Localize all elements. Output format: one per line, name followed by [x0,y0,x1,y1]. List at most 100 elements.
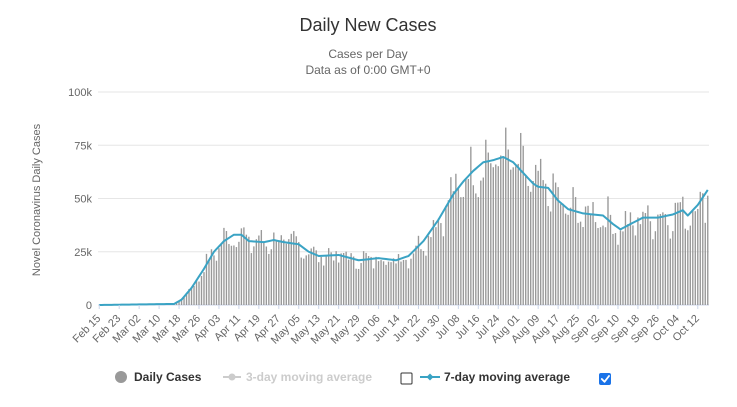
daily-bar [283,239,285,305]
daily-bar [342,252,345,305]
daily-bar [295,236,297,305]
daily-bar [539,158,542,305]
daily-bar [178,301,180,305]
legend-item-7-day-moving-average[interactable]: 7-day moving average [420,370,611,385]
daily-bar [704,222,706,305]
daily-bar [372,268,375,305]
legend-label-daily-cases: Daily Cases [134,370,202,384]
daily-bar [592,202,594,305]
daily-bar [447,200,450,305]
daily-bar [258,235,260,305]
daily-bar [345,251,347,305]
daily-bar [589,213,592,305]
y-tick-label: 100k [68,87,92,99]
daily-bar [218,248,220,305]
daily-bar [223,227,225,305]
daily-bar [308,254,310,305]
daily-bar [579,221,582,305]
daily-bar [522,145,524,305]
daily-bar [480,180,482,305]
daily-bar [230,245,233,305]
daily-bar [634,235,637,305]
daily-bar [492,167,494,305]
daily-bar [624,211,627,305]
checkbox-3-day-moving-average[interactable] [400,372,413,385]
daily-bar [607,196,609,305]
daily-bar [632,225,634,305]
daily-bar [248,236,250,305]
daily-bar [602,225,604,305]
daily-bar [537,170,539,305]
daily-bar [629,212,632,305]
daily-bar [485,139,487,305]
daily-bar [452,191,455,305]
daily-cases-bars [101,127,709,306]
daily-bar [265,246,268,305]
daily-bar [674,202,677,305]
daily-bar [180,299,183,305]
daily-bar [235,247,238,305]
daily-bar [460,197,462,305]
daily-bar [505,127,507,306]
daily-bar [335,251,337,305]
daily-bar [617,244,619,305]
daily-bar [195,279,198,305]
daily-bar [190,287,193,305]
daily-bar [397,254,400,305]
daily-bar [569,207,572,305]
daily-bar [574,197,577,305]
daily-bar [243,227,245,305]
daily-bar [303,258,305,305]
daily-bar [417,235,420,305]
legend-item-daily-cases[interactable]: Daily Cases [115,370,202,384]
daily-bar [402,259,405,305]
daily-bar [582,227,584,305]
daily-bar [577,222,579,305]
daily-bar [275,240,277,305]
daily-bar [689,225,691,305]
daily-bar [512,167,514,305]
daily-bar [273,232,275,305]
moving-average-series [99,155,709,306]
daily-bar [425,255,427,305]
daily-bar [549,211,552,305]
daily-bar [193,285,195,305]
daily-bar [547,206,549,305]
daily-bar [515,166,517,305]
daily-bar [355,268,357,305]
daily-bar [532,181,534,305]
daily-bar [238,241,240,305]
daily-bar [387,261,390,305]
daily-bar [352,256,355,305]
checkbox-7-day-moving-average[interactable] [599,373,611,385]
daily-bar [527,185,529,305]
daily-bar [270,249,273,305]
daily-bar [337,262,340,305]
daily-bar [280,235,282,305]
daily-bar [472,185,475,305]
daily-bar [619,230,622,305]
daily-bar [325,255,327,305]
daily-bar [707,195,709,305]
daily-bar [432,220,435,305]
daily-bar [245,234,248,305]
daily-bar [405,259,407,305]
daily-bar [510,169,512,305]
daily-bar [320,256,322,305]
daily-bar [332,260,335,305]
daily-bar [318,262,320,305]
checkmark-icon [600,375,610,383]
daily-bar [475,193,477,305]
legend-item-3-day-moving-average[interactable]: 3-day moving average [223,370,413,385]
daily-bar [382,261,385,305]
daily-bar [517,163,519,305]
daily-bar [702,193,704,305]
y-tick-label: 25k [74,247,92,259]
daily-bar [652,239,654,305]
daily-bar [639,224,642,305]
daily-bar [380,260,382,305]
daily-bar [470,146,472,305]
daily-bar [562,203,564,305]
y-tick-label: 0 [86,300,92,312]
